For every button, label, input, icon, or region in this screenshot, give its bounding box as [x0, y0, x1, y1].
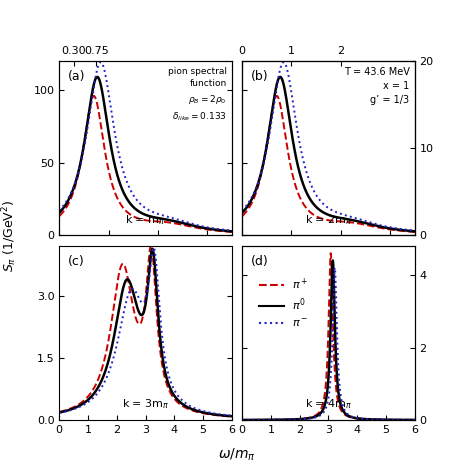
Text: $S_{\pi}$ (1/GeV$^2$): $S_{\pi}$ (1/GeV$^2$)	[0, 200, 19, 272]
Text: (d): (d)	[251, 255, 269, 268]
Text: T = 43.6 MeV
x = 1
g’ = 1/3: T = 43.6 MeV x = 1 g’ = 1/3	[344, 67, 410, 105]
Text: (c): (c)	[68, 255, 85, 268]
Text: k = 4m$_{\pi}$: k = 4m$_{\pi}$	[305, 397, 352, 412]
Legend: $\pi^+$, $\pi^0$, $\pi^-$: $\pi^+$, $\pi^0$, $\pi^-$	[255, 272, 313, 333]
Text: (a): (a)	[68, 70, 85, 83]
Text: $\omega/m_{\pi}$: $\omega/m_{\pi}$	[218, 446, 256, 463]
Text: k = m$_{\pi}$: k = m$_{\pi}$	[125, 213, 166, 227]
Text: (b): (b)	[251, 70, 268, 83]
Text: k = 2m$_{\pi}$: k = 2m$_{\pi}$	[305, 213, 352, 227]
Text: pion spectral
function
$\rho_B = 2\rho_0$
$\delta_{like} = 0.133$: pion spectral function $\rho_B = 2\rho_0…	[168, 67, 227, 123]
Text: k = 3m$_{\pi}$: k = 3m$_{\pi}$	[122, 397, 169, 412]
